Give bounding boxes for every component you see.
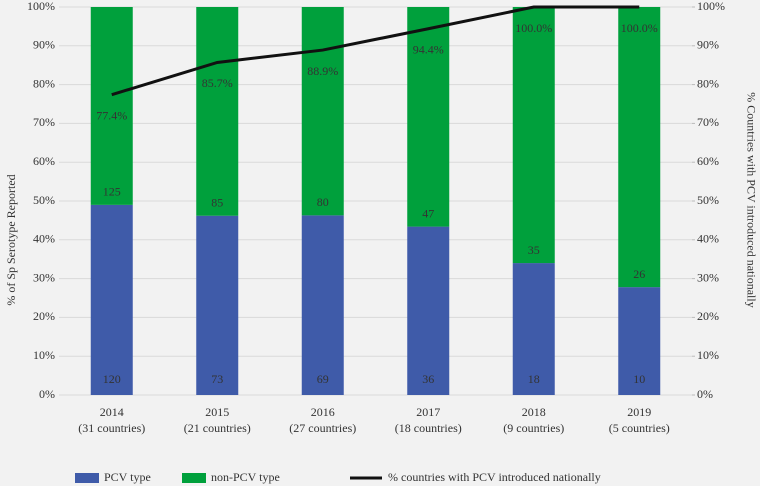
y2-tick-label: 0% — [697, 387, 713, 401]
x-tick-label: 2019 — [627, 405, 651, 419]
count-label: 125 — [103, 185, 121, 199]
bar-segment — [90, 204, 133, 395]
y2-tick-label: 70% — [697, 115, 719, 129]
count-label: 85 — [211, 195, 223, 209]
y-tick-label: 50% — [33, 193, 55, 207]
y-tick-label: 60% — [33, 154, 55, 168]
bar-segment — [618, 287, 661, 395]
y-tick-label: 80% — [33, 76, 55, 90]
x-tick-sublabel: (5 countries) — [609, 421, 670, 435]
count-label: 26 — [633, 267, 645, 281]
x-tick-sublabel: (18 countries) — [395, 421, 462, 435]
y2-tick-label: 20% — [697, 309, 719, 323]
bar-segment — [512, 7, 555, 264]
x-tick-label: 2014 — [100, 405, 124, 419]
bar-segment — [407, 7, 450, 227]
line-value-label: 94.4% — [413, 42, 444, 56]
x-tick-sublabel: (21 countries) — [184, 421, 251, 435]
x-tick-sublabel: (27 countries) — [289, 421, 356, 435]
y-tick-label: 70% — [33, 115, 55, 129]
x-tick-label: 2018 — [522, 405, 546, 419]
bar-segment — [301, 7, 344, 216]
y-tick-label: 0% — [39, 387, 55, 401]
y-tick-label: 100% — [27, 0, 55, 13]
y2-tick-label: 90% — [697, 38, 719, 52]
y2-tick-label: 50% — [697, 193, 719, 207]
y2-axis-title: % Countries with PCV introduced national… — [744, 92, 758, 307]
count-label: 69 — [317, 372, 329, 386]
bar-segment — [196, 7, 239, 216]
bar-segment — [301, 215, 344, 395]
y2-tick-label: 30% — [697, 270, 719, 284]
y-tick-label: 90% — [33, 38, 55, 52]
line-value-label: 77.4% — [96, 108, 127, 122]
count-label: 47 — [422, 206, 434, 220]
y2-tick-label: 10% — [697, 348, 719, 362]
x-tick-label: 2015 — [205, 405, 229, 419]
legend-label: PCV type — [104, 470, 151, 484]
count-label: 35 — [528, 243, 540, 257]
y-tick-label: 40% — [33, 232, 55, 246]
bar-segment — [196, 215, 239, 395]
line-value-label: 85.7% — [202, 76, 233, 90]
bar-segment — [407, 226, 450, 395]
bar-segment — [90, 7, 133, 205]
y2-tick-label: 100% — [697, 0, 725, 13]
count-label: 120 — [103, 372, 121, 386]
count-label: 18 — [528, 372, 540, 386]
line — [111, 5, 640, 97]
legend-label: non-PCV type — [211, 470, 280, 484]
y2-tick-label: 80% — [697, 76, 719, 90]
y-tick-label: 10% — [33, 348, 55, 362]
y2-tick-label: 60% — [697, 154, 719, 168]
legend-swatch — [182, 473, 206, 483]
line-value-label: 100.0% — [621, 21, 658, 35]
legend-label: % countries with PCV introduced national… — [388, 470, 601, 484]
y-tick-label: 30% — [33, 270, 55, 284]
bar-segment — [618, 7, 661, 288]
count-label: 80 — [317, 195, 329, 209]
x-tick-label: 2017 — [416, 405, 440, 419]
x-tick-label: 2016 — [311, 405, 335, 419]
line-value-label: 100.0% — [515, 21, 552, 35]
y-tick-label: 20% — [33, 309, 55, 323]
y-axis-title: % of Sp Serotype Reported — [4, 174, 18, 305]
count-label: 36 — [422, 372, 434, 386]
x-tick-sublabel: (31 countries) — [78, 421, 145, 435]
line-value-label: 88.9% — [307, 64, 338, 78]
bar-segment — [512, 263, 555, 395]
y2-tick-label: 40% — [697, 232, 719, 246]
x-tick-sublabel: (9 countries) — [503, 421, 564, 435]
count-label: 10 — [633, 372, 645, 386]
legend-swatch — [75, 473, 99, 483]
count-label: 73 — [211, 372, 223, 386]
